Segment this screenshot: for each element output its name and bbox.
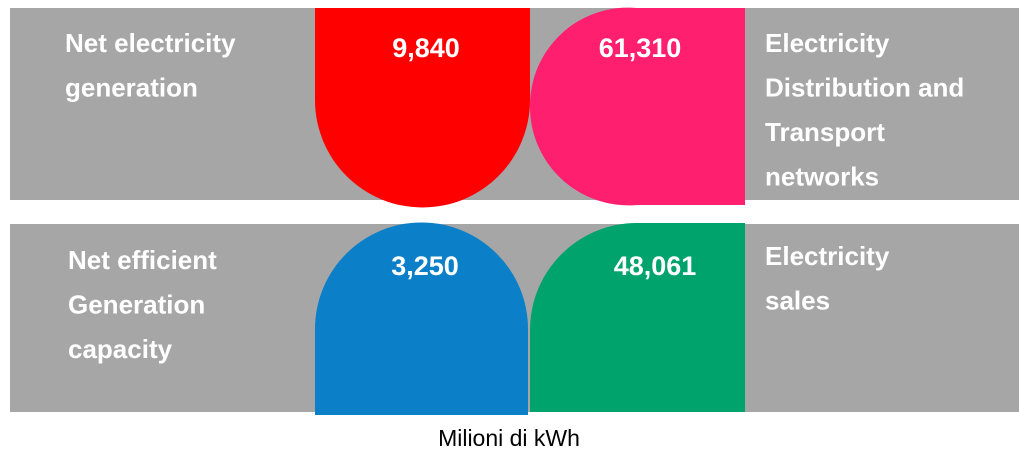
panel-label: generation bbox=[65, 72, 198, 102]
panel-label: Distribution and bbox=[765, 72, 964, 102]
shape-blue bbox=[315, 222, 528, 415]
panel-label: Electricity bbox=[765, 241, 890, 271]
panel-value: 61,310 bbox=[599, 33, 682, 63]
shape-pink bbox=[529, 7, 745, 206]
panel-value: 9,840 bbox=[392, 33, 460, 63]
panel-label: Electricity bbox=[765, 28, 890, 58]
panel-label: sales bbox=[765, 285, 830, 315]
panel-label: capacity bbox=[68, 334, 173, 364]
panel-label: Net efficient bbox=[68, 245, 217, 275]
panel-label: Net electricity bbox=[65, 28, 236, 58]
panel-label: networks bbox=[765, 161, 879, 191]
panel-value: 48,061 bbox=[614, 251, 697, 281]
caption: Milioni di kWh bbox=[438, 425, 580, 451]
panel-value: 3,250 bbox=[391, 251, 459, 281]
panel-label: Transport bbox=[765, 117, 885, 147]
shape-green bbox=[530, 223, 745, 412]
panel-label: Generation bbox=[68, 289, 205, 319]
shape-red bbox=[315, 8, 530, 208]
